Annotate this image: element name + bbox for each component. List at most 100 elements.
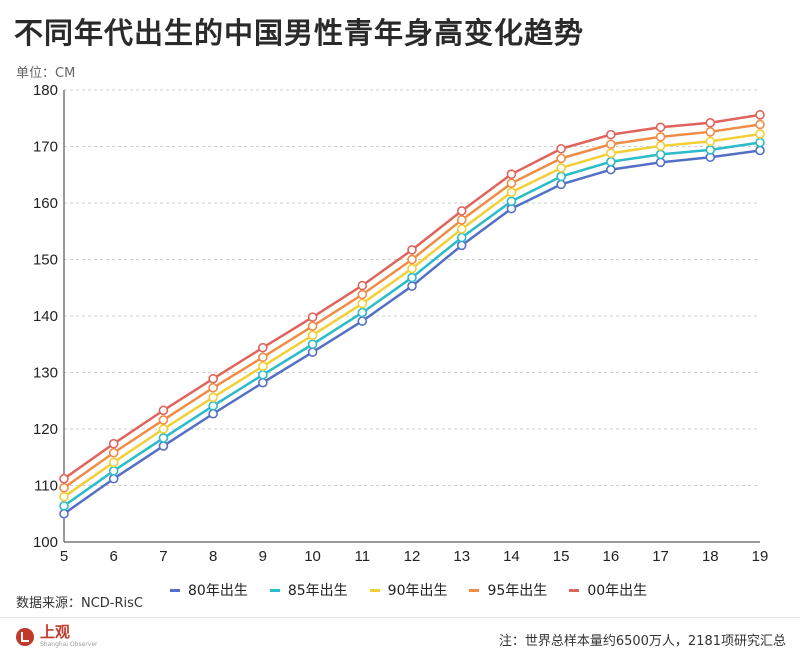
- data-point: [59, 473, 69, 484]
- y-tick-label: 150: [33, 252, 58, 269]
- x-tick-label: 12: [404, 548, 421, 565]
- data-point: [705, 145, 716, 155]
- line-chart: 100 110 120 130 140 150 160 170 180 5 6 7 8 9 10 11 12 1…: [33, 82, 769, 565]
- series-00年出生: [59, 110, 765, 484]
- data-point: [456, 206, 467, 216]
- y-tick-label: 120: [33, 421, 58, 438]
- data-point: [307, 347, 318, 357]
- data-point: [655, 141, 666, 151]
- data-point: [108, 473, 119, 484]
- data-point: [407, 263, 417, 274]
- data-point: [108, 447, 119, 458]
- data-point: [606, 148, 616, 159]
- y-tick-labels: 100 110 120 130 140 150 160 170 180: [33, 82, 58, 551]
- series-95年出生: [59, 119, 765, 493]
- unit-label: 单位：CM: [16, 66, 76, 81]
- x-tick-labels: 5 6 7 8 9 10 11 12 13 14 15 16 17 18 19: [60, 548, 769, 565]
- x-tick-label: 9: [259, 548, 267, 565]
- chart-title: 不同年代出生的中国男性青年身高变化趋势: [14, 16, 585, 50]
- legend-swatch: [569, 588, 580, 592]
- series-85年出生: [59, 137, 765, 511]
- legend-item[interactable]: 80年出生: [170, 580, 248, 600]
- x-tick-label: 7: [159, 548, 167, 565]
- data-point: [158, 415, 169, 425]
- data-point: [755, 110, 765, 120]
- data-point: [655, 157, 666, 168]
- data-point: [407, 254, 417, 265]
- data-point: [456, 240, 467, 251]
- data-point: [456, 232, 467, 243]
- data-point: [407, 245, 417, 255]
- legend-item[interactable]: 00年出生: [569, 580, 647, 600]
- chart-legend: 80年出生 85年出生 90年出生 95年出生 00年出生: [170, 580, 647, 600]
- data-point: [407, 281, 417, 291]
- data-point: [556, 153, 566, 164]
- data-point: [59, 501, 69, 511]
- data-point: [158, 441, 169, 451]
- x-tick-label: 16: [603, 548, 620, 565]
- data-point: [655, 132, 666, 142]
- data-point: [258, 369, 268, 380]
- data-point: [258, 377, 268, 388]
- y-tick-label: 110: [34, 478, 58, 495]
- data-point: [258, 352, 268, 363]
- legend-item[interactable]: 90年出生: [369, 580, 447, 600]
- data-point: [506, 187, 517, 198]
- brand-logo: 上观 Shanghai Observer: [16, 625, 97, 648]
- y-tick-label: 100: [33, 534, 58, 551]
- data-point: [755, 145, 765, 156]
- series-line: [63, 149, 761, 515]
- data-point: [556, 171, 566, 182]
- data-point: [307, 321, 318, 331]
- x-tick-label: 13: [453, 548, 470, 565]
- data-point: [208, 392, 218, 403]
- data-point: [705, 117, 716, 128]
- y-tick-label: 170: [33, 139, 58, 156]
- data-point: [606, 156, 616, 167]
- series-lines: [59, 110, 765, 519]
- data-point: [705, 136, 716, 147]
- axes: [63, 90, 760, 543]
- data-point: [208, 382, 218, 393]
- data-point: [506, 169, 517, 179]
- legend-swatch: [269, 588, 280, 592]
- x-tick-label: 18: [702, 548, 719, 565]
- series-line: [63, 113, 761, 480]
- x-tick-label: 6: [110, 548, 118, 565]
- legend-item[interactable]: 95年出生: [469, 580, 547, 600]
- data-point: [307, 339, 318, 350]
- data-point: [357, 307, 368, 318]
- data-point: [357, 280, 368, 291]
- y-tick-label: 130: [33, 365, 58, 382]
- logo-text: 上观 Shanghai Observer: [40, 625, 97, 648]
- data-point: [158, 433, 169, 443]
- data-point: [258, 361, 268, 372]
- data-point: [158, 424, 169, 434]
- series-line: [63, 123, 761, 489]
- legend-label: 95年出生: [487, 583, 548, 599]
- legend-label: 80年出生: [188, 583, 248, 599]
- data-point: [655, 149, 666, 160]
- series-90年出生: [59, 129, 765, 502]
- logo-icon: [16, 627, 34, 646]
- data-point: [755, 129, 765, 139]
- data-point: [307, 330, 318, 341]
- data-point: [556, 163, 566, 173]
- data-point: [755, 137, 765, 148]
- data-point: [208, 408, 218, 419]
- y-tick-label: 160: [33, 195, 58, 212]
- y-tick-label: 140: [33, 308, 58, 325]
- data-point: [59, 491, 69, 502]
- data-point: [655, 122, 666, 133]
- x-tick-label: 19: [752, 548, 769, 565]
- legend-item[interactable]: 85年出生: [269, 580, 348, 600]
- legend-swatch: [369, 588, 380, 592]
- data-point: [506, 178, 517, 189]
- data-source: 数据来源：NCD-RisC: [16, 596, 143, 611]
- data-point: [307, 312, 318, 322]
- x-tick-label: 8: [209, 548, 217, 565]
- data-point: [456, 224, 467, 234]
- footnote: 注：世界总样本量约6500万人，2181项研究汇总: [498, 634, 786, 649]
- data-point: [556, 179, 566, 190]
- x-tick-label: 14: [503, 548, 520, 565]
